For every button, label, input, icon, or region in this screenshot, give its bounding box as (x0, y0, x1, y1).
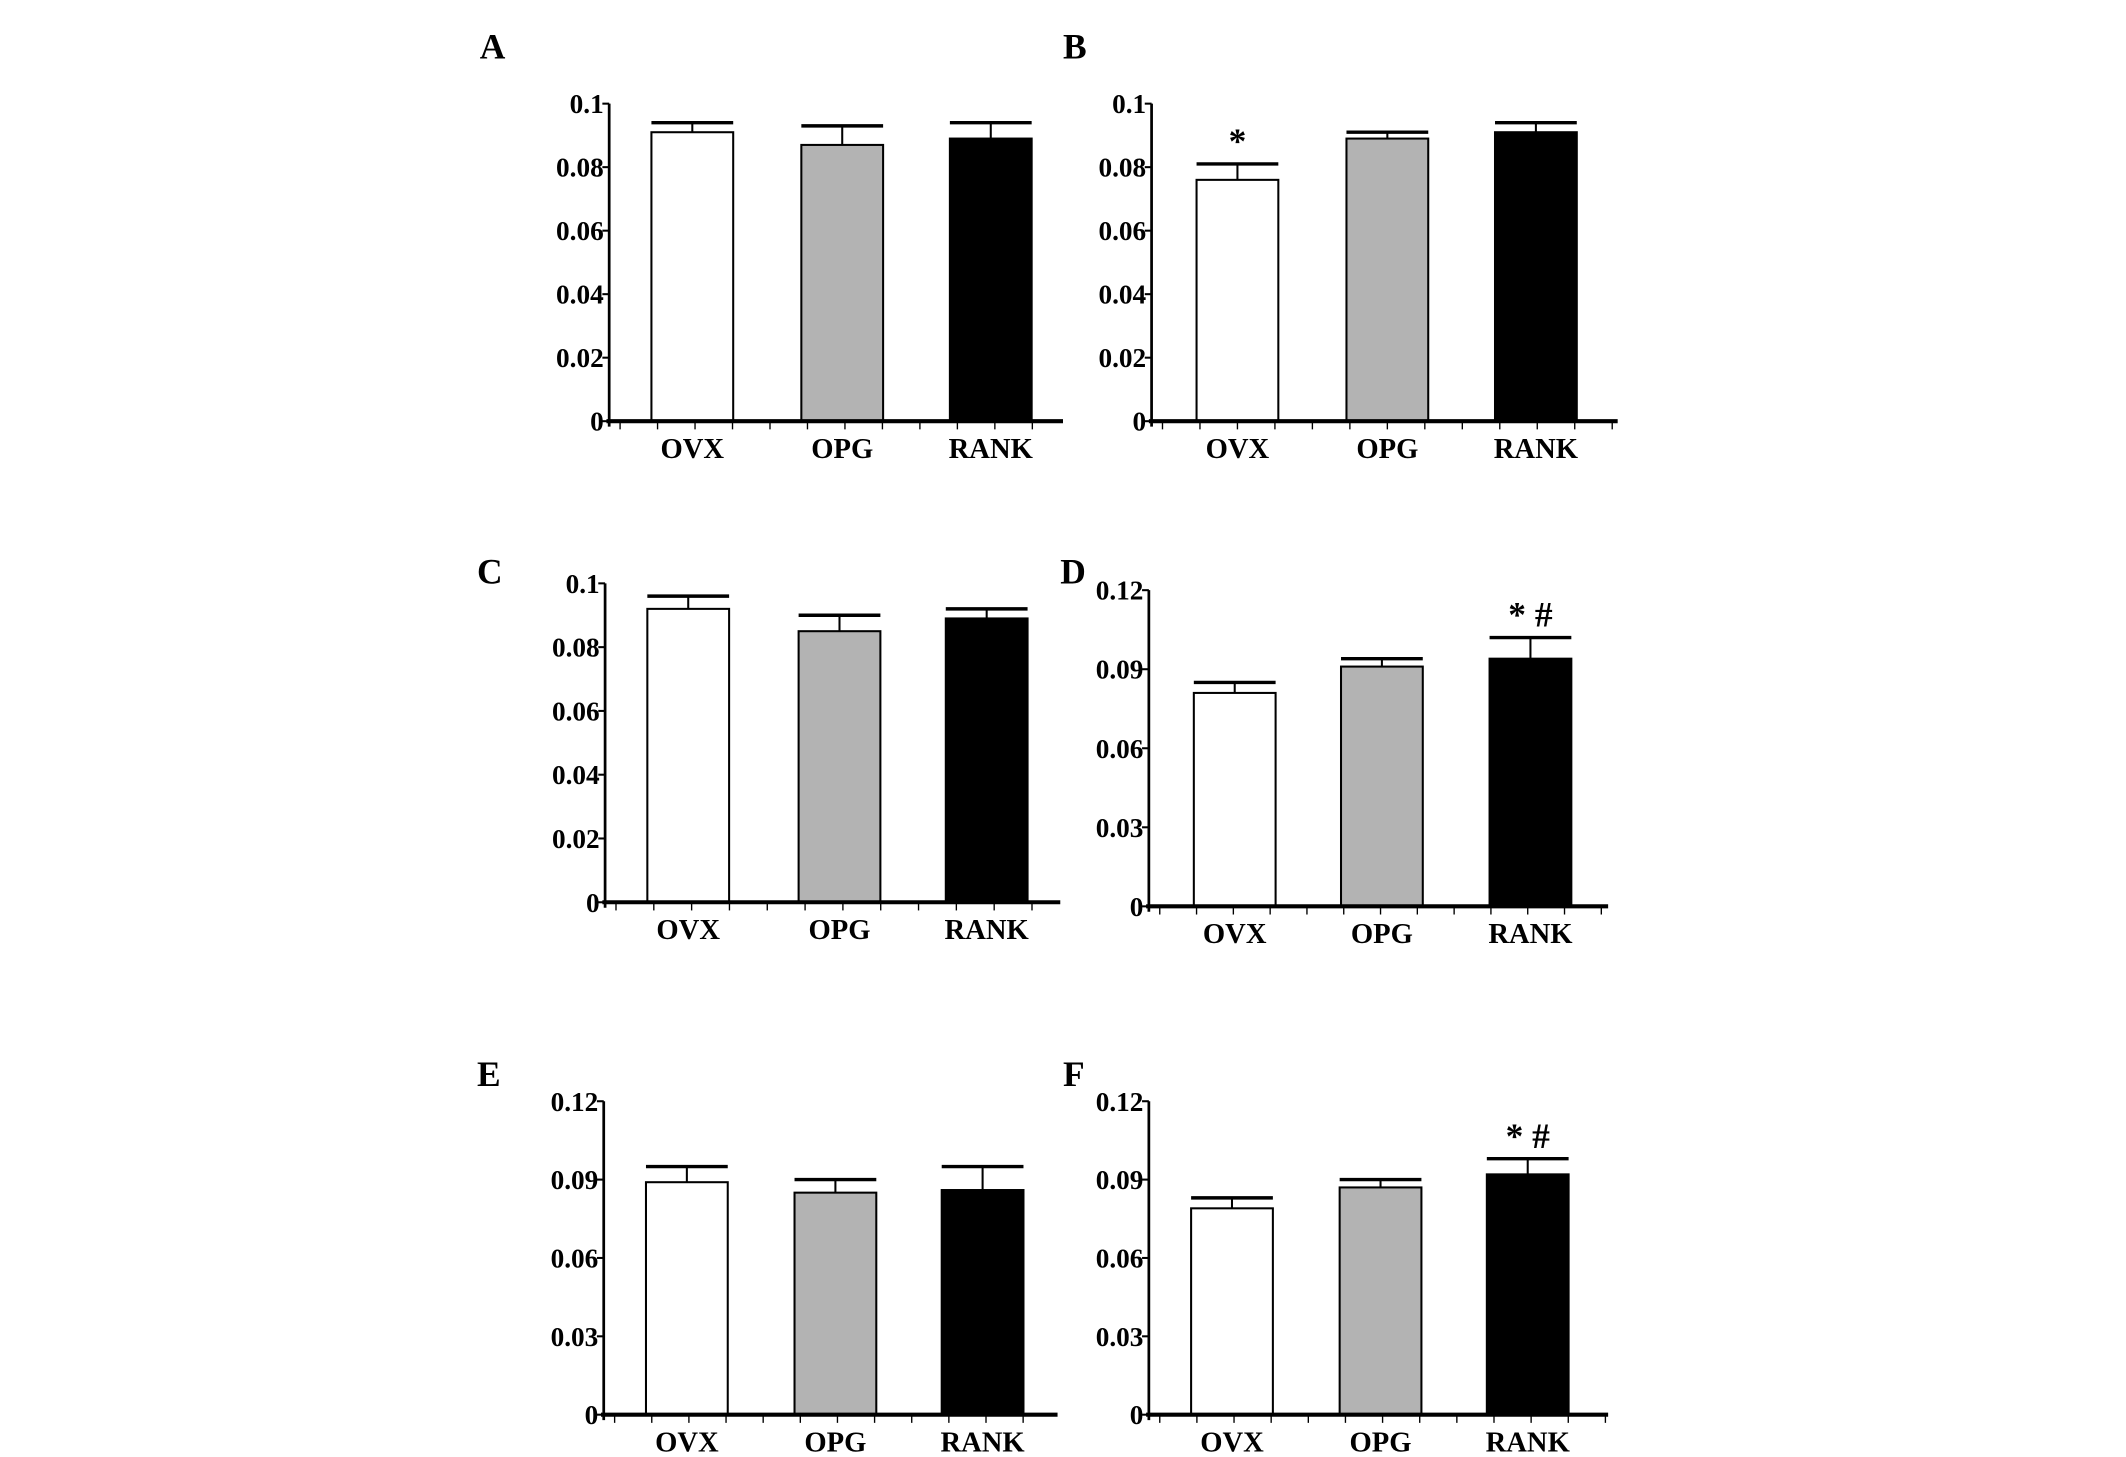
bar-opg (1338, 1186, 1423, 1416)
y-tick-label: 0.06 (551, 1243, 599, 1273)
panel-e: E OVX OPG RANK 0 0.03 0.06 0.09 0.12 (477, 1054, 1058, 1457)
panel-label: A (480, 27, 506, 67)
bar-rank (944, 617, 1029, 904)
y-tick-label: 0 (590, 407, 604, 437)
y-tick-label: 0.04 (1098, 280, 1146, 310)
y-tick-label: 0.08 (552, 633, 600, 663)
y-tick-label: 0.09 (1096, 1165, 1144, 1195)
panel-label: E (477, 1054, 501, 1094)
x-tick-label: OPG (811, 434, 873, 465)
y-tick-label: 0.12 (1096, 1087, 1144, 1117)
bar-rank (940, 1189, 1025, 1416)
y-tick-label: 0.02 (556, 343, 604, 373)
bar-opg (800, 143, 885, 423)
x-tick-label: RANK (1494, 434, 1579, 465)
bar-ovx (650, 131, 735, 423)
bar-ovx (1195, 178, 1280, 423)
bar-rank (1485, 1173, 1570, 1416)
y-tick-label: 0.03 (1096, 1322, 1144, 1352)
y-tick-label: 0.08 (1098, 153, 1146, 183)
x-tick-label: OPG (1356, 434, 1418, 465)
x-tick-label: RANK (940, 1427, 1025, 1457)
y-tick-label: 0 (1130, 1400, 1144, 1430)
y-tick-label: 0.12 (1096, 576, 1144, 606)
bar-opg (797, 630, 882, 904)
y-tick-label: 0.03 (551, 1322, 599, 1352)
x-tick-label: OVX (656, 915, 720, 946)
y-tick-label: 0.06 (1098, 216, 1146, 246)
y-tick-label: 0.03 (1096, 813, 1144, 843)
bar-ovx (646, 607, 731, 904)
y-tick-label: 0.06 (556, 216, 604, 246)
y-tick-label: 0.08 (556, 153, 604, 183)
x-tick-label: OVX (661, 434, 725, 465)
x-tick-label: OPG (804, 1427, 866, 1457)
panel-label: C (477, 551, 503, 591)
x-tick-label: OVX (1200, 1427, 1264, 1457)
y-tick-label: 0.06 (1096, 734, 1144, 764)
x-tick-label: RANK (1488, 919, 1573, 950)
y-tick-label: 0 (585, 1400, 599, 1430)
x-tick-label: OPG (1350, 1427, 1412, 1457)
bar-ovx (1190, 1207, 1274, 1416)
x-tick-label: RANK (1486, 1427, 1571, 1457)
x-tick-label: OVX (655, 1427, 719, 1457)
y-tick-label: 0.04 (552, 760, 600, 790)
y-tick-label: 0.1 (566, 569, 600, 599)
bar-opg (793, 1191, 878, 1416)
x-tick-label: OPG (809, 915, 871, 946)
bar-rank (1493, 131, 1578, 423)
y-tick-label: 0.1 (570, 89, 604, 119)
bar-opg (1345, 137, 1430, 423)
y-tick-label: 0 (1133, 407, 1147, 437)
panel-f: F OVX OPG RANK * # 0 0.03 0.06 0.09 0.12 (1063, 1054, 1609, 1457)
y-tick-label: 0.02 (1098, 343, 1146, 373)
panel-a: A OVX OPG RANK 0 0.02 0.04 0.06 0.08 0.1 (480, 27, 1063, 465)
significance-marker: * # (1508, 595, 1553, 635)
y-tick-label: 0 (586, 888, 600, 918)
panel-label: F (1063, 1054, 1085, 1094)
x-tick-label: OPG (1351, 919, 1413, 950)
y-tick-label: 0.06 (1096, 1243, 1144, 1273)
y-tick-label: 0.09 (1096, 655, 1144, 685)
significance-marker: * (1229, 121, 1247, 161)
bar-opg (1339, 665, 1424, 908)
significance-marker: * # (1506, 1116, 1551, 1156)
bar-rank (1488, 657, 1573, 908)
bar-ovx (1192, 691, 1277, 908)
y-tick-label: 0.02 (552, 824, 600, 854)
y-tick-label: 0.12 (551, 1087, 599, 1117)
panel-label: B (1063, 27, 1087, 67)
panel-label: D (1060, 551, 1086, 591)
panel-d: D OVX OPG RANK * # 0 0.03 0.06 0.09 0.12 (1060, 551, 1609, 950)
x-tick-label: RANK (945, 915, 1030, 946)
bar-ovx (644, 1181, 729, 1416)
y-tick-label: 0 (1130, 892, 1144, 922)
x-tick-label: RANK (949, 434, 1034, 465)
x-tick-label: OVX (1203, 919, 1267, 950)
y-tick-label: 0.06 (552, 696, 600, 726)
y-tick-label: 0.1 (1112, 89, 1146, 119)
y-tick-label: 0.04 (556, 280, 604, 310)
panel-b: B OVX * OPG RANK 0 0.02 0.04 0.06 0.08 0.1 (1063, 27, 1618, 465)
y-tick-label: 0.09 (551, 1165, 599, 1195)
x-tick-label: OVX (1206, 434, 1270, 465)
bar-rank (948, 137, 1033, 423)
panel-c: C OVX OPG RANK 0 0.02 0.04 0.06 0.08 0.1 (477, 551, 1061, 946)
